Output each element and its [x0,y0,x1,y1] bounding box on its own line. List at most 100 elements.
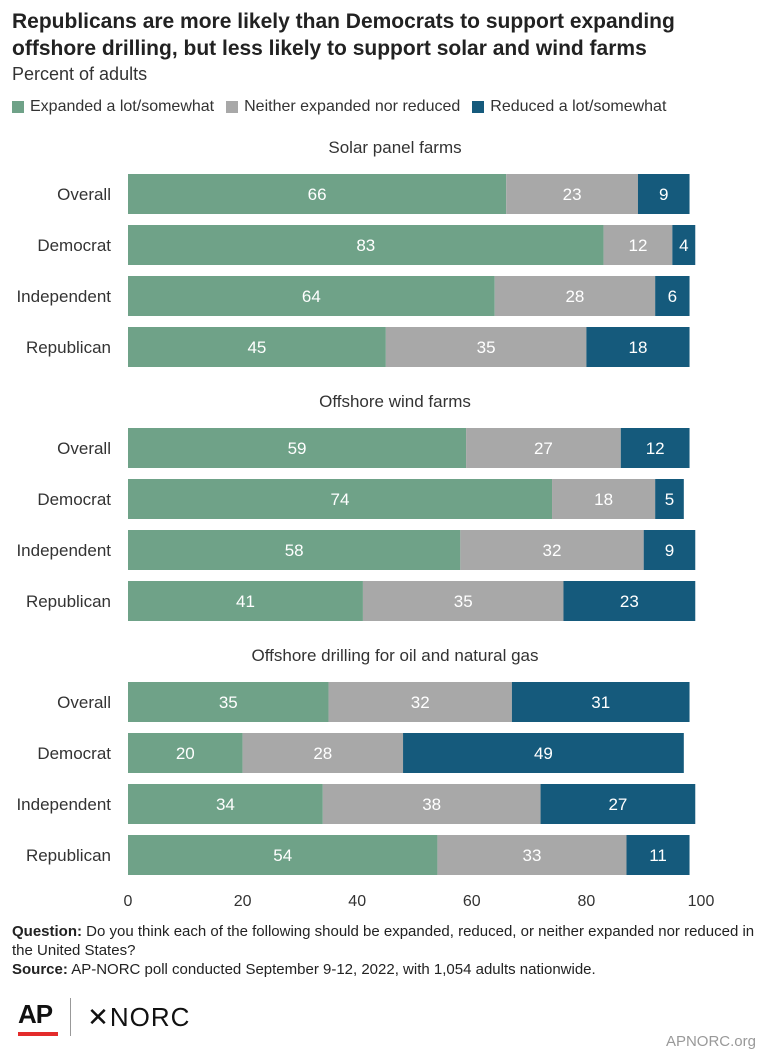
panel-title-solar-panel-farms: Solar panel farms [328,138,461,157]
legend-swatch-neither [226,101,239,113]
bar-offshore-drilling-for-oil-and-natural-gas-independent-neither-expanded-nor-reduced [322,784,541,824]
bar-value-offshore-drilling-for-oil-and-natural-gas-democrat-reduced-a-lot-somewhat: 49 [534,744,553,763]
row-label-offshore-wind-farms-overall: Overall [57,439,111,458]
bar-offshore-wind-farms-republican-expanded-a-lot-somewhat [128,581,363,621]
bar-value-offshore-drilling-for-oil-and-natural-gas-republican-expanded-a-lot-somewhat: 54 [273,846,292,865]
bar-value-solar-panel-farms-republican-expanded-a-lot-somewhat: 45 [247,338,266,357]
row-label-offshore-drilling-for-oil-and-natural-gas-independent: Independent [16,795,111,814]
bar-value-solar-panel-farms-overall-expanded-a-lot-somewhat: 66 [308,185,327,204]
bar-offshore-drilling-for-oil-and-natural-gas-republican-neither-expanded-nor-reduced [437,835,627,875]
bar-value-solar-panel-farms-independent-neither-expanded-nor-reduced: 28 [565,287,584,306]
bar-solar-panel-farms-republican-expanded-a-lot-somewhat [128,327,386,367]
bar-value-offshore-drilling-for-oil-and-natural-gas-overall-reduced-a-lot-somewhat: 31 [591,693,610,712]
bar-value-offshore-drilling-for-oil-and-natural-gas-republican-neither-expanded-nor-reduced: 33 [523,846,542,865]
logos: AP ✕NORC [18,998,190,1036]
bar-value-offshore-wind-farms-democrat-reduced-a-lot-somewhat: 5 [665,490,674,509]
row-label-solar-panel-farms-independent: Independent [16,287,111,306]
chart-notes: Question: Do you think each of the follo… [12,922,756,979]
norc-logo: ✕NORC [87,1001,191,1032]
bar-value-offshore-wind-farms-independent-neither-expanded-nor-reduced: 32 [543,541,562,560]
bar-offshore-wind-farms-democrat-neither-expanded-nor-reduced [552,479,656,519]
bar-value-solar-panel-farms-republican-neither-expanded-nor-reduced: 35 [477,338,496,357]
bar-solar-panel-farms-democrat-expanded-a-lot-somewhat [128,225,604,265]
source-label: Source: [12,961,68,978]
bar-value-offshore-drilling-for-oil-and-natural-gas-overall-expanded-a-lot-somewhat: 35 [219,693,238,712]
bar-value-offshore-drilling-for-oil-and-natural-gas-independent-neither-expanded-nor-reduced: 38 [422,795,441,814]
x-tick-label-100: 100 [688,893,715,910]
bar-value-offshore-drilling-for-oil-and-natural-gas-democrat-neither-expanded-nor-reduced: 28 [313,744,332,763]
bar-offshore-drilling-for-oil-and-natural-gas-democrat-reduced-a-lot-somewhat [403,733,684,773]
bar-offshore-wind-farms-independent-expanded-a-lot-somewhat [128,530,461,570]
source-note: Source: AP-NORC poll conducted September… [12,960,756,979]
bar-value-solar-panel-farms-republican-reduced-a-lot-somewhat: 18 [629,338,648,357]
bar-offshore-wind-farms-democrat-reduced-a-lot-somewhat [655,479,684,519]
bar-offshore-wind-farms-overall-neither-expanded-nor-reduced [466,428,621,468]
bar-value-offshore-wind-farms-republican-neither-expanded-nor-reduced: 35 [454,592,473,611]
bar-value-offshore-wind-farms-overall-reduced-a-lot-somewhat: 12 [646,439,665,458]
bar-offshore-drilling-for-oil-and-natural-gas-overall-expanded-a-lot-somewhat [128,682,329,722]
ap-logo-text: AP [18,998,53,1029]
row-label-offshore-wind-farms-independent: Independent [16,541,111,560]
panel-title-offshore-drilling-for-oil-and-natural-gas: Offshore drilling for oil and natural ga… [252,646,539,665]
question-note: Question: Do you think each of the follo… [12,922,756,960]
bar-offshore-wind-farms-independent-neither-expanded-nor-reduced [460,530,644,570]
bar-value-offshore-wind-farms-overall-expanded-a-lot-somewhat: 59 [288,439,307,458]
bar-offshore-wind-farms-republican-reduced-a-lot-somewhat [563,581,696,621]
ap-logo-underline [18,1031,58,1036]
bar-solar-panel-farms-overall-expanded-a-lot-somewhat [128,174,507,214]
site-credit: APNORC.org [665,1033,756,1050]
bar-offshore-drilling-for-oil-and-natural-gas-overall-reduced-a-lot-somewhat [511,682,690,722]
x-tick-label-40: 40 [348,893,366,910]
bar-offshore-drilling-for-oil-and-natural-gas-democrat-neither-expanded-nor-reduced [242,733,404,773]
bar-value-offshore-drilling-for-oil-and-natural-gas-democrat-expanded-a-lot-somewhat: 20 [176,744,195,763]
bar-value-offshore-wind-farms-overall-neither-expanded-nor-reduced: 27 [534,439,553,458]
stacked-bar-chart: Solar panel farms Overall 66 23 9 Democrat 83 1… [16,138,715,910]
bar-value-offshore-drilling-for-oil-and-natural-gas-independent-expanded-a-lot-somewhat: 34 [216,795,235,814]
bar-solar-panel-farms-overall-reduced-a-lot-somewhat [637,174,690,214]
bar-value-offshore-drilling-for-oil-and-natural-gas-republican-reduced-a-lot-somewhat: 11 [649,846,667,865]
x-tick-label-0: 0 [124,893,133,910]
bar-value-solar-panel-farms-democrat-neither-expanded-nor-reduced: 12 [629,236,648,255]
bar-offshore-drilling-for-oil-and-natural-gas-independent-expanded-a-lot-somewhat [128,784,323,824]
bar-value-solar-panel-farms-democrat-expanded-a-lot-somewhat: 83 [356,236,375,255]
bar-offshore-drilling-for-oil-and-natural-gas-republican-reduced-a-lot-somewhat [626,835,690,875]
bar-solar-panel-farms-democrat-reduced-a-lot-somewhat [672,225,696,265]
bar-value-offshore-wind-farms-independent-reduced-a-lot-somewhat: 9 [665,541,674,560]
bar-offshore-wind-farms-independent-reduced-a-lot-somewhat [643,530,696,570]
bar-value-solar-panel-farms-overall-neither-expanded-nor-reduced: 23 [563,185,582,204]
bar-solar-panel-farms-democrat-neither-expanded-nor-reduced [603,225,673,265]
bar-solar-panel-farms-republican-reduced-a-lot-somewhat [586,327,690,367]
legend-item-neither: Neither expanded nor reduced [226,98,460,116]
bar-value-offshore-drilling-for-oil-and-natural-gas-independent-reduced-a-lot-somewhat: 27 [608,795,627,814]
bar-solar-panel-farms-independent-reduced-a-lot-somewhat [655,276,690,316]
bar-offshore-drilling-for-oil-and-natural-gas-democrat-expanded-a-lot-somewhat [128,733,243,773]
bar-value-solar-panel-farms-overall-reduced-a-lot-somewhat: 9 [659,185,668,204]
bar-value-offshore-wind-farms-republican-reduced-a-lot-somewhat: 23 [620,592,639,611]
bar-offshore-wind-farms-democrat-expanded-a-lot-somewhat [128,479,553,519]
bar-offshore-wind-farms-overall-reduced-a-lot-somewhat [620,428,690,468]
bar-solar-panel-farms-independent-expanded-a-lot-somewhat [128,276,495,316]
x-tick-label-60: 60 [463,893,481,910]
row-label-offshore-wind-farms-republican: Republican [26,592,111,611]
legend-label-neither: Neither expanded nor reduced [244,98,461,115]
bar-solar-panel-farms-republican-neither-expanded-nor-reduced [385,327,587,367]
row-label-solar-panel-farms-overall: Overall [57,185,111,204]
bar-value-solar-panel-farms-democrat-reduced-a-lot-somewhat: 4 [679,236,688,255]
legend-label-reduced: Reduced a lot/somewhat [490,98,667,115]
chart-subtitle: Percent of adults [12,64,148,84]
bar-value-offshore-wind-farms-independent-expanded-a-lot-somewhat: 58 [285,541,304,560]
bar-value-offshore-drilling-for-oil-and-natural-gas-overall-neither-expanded-nor-reduced: 32 [411,693,430,712]
legend-item-reduced: Reduced a lot/somewhat [472,98,666,116]
bar-value-solar-panel-farms-independent-reduced-a-lot-somewhat: 6 [668,287,677,306]
bar-value-offshore-wind-farms-democrat-neither-expanded-nor-reduced: 18 [594,490,613,509]
x-tick-label-80: 80 [578,893,596,910]
question-label: Question: [12,923,82,940]
bar-value-solar-panel-farms-independent-expanded-a-lot-somewhat: 64 [302,287,321,306]
bar-offshore-drilling-for-oil-and-natural-gas-independent-reduced-a-lot-somewhat [540,784,696,824]
bar-offshore-drilling-for-oil-and-natural-gas-republican-expanded-a-lot-somewhat [128,835,438,875]
legend-swatch-expanded [12,101,24,113]
row-label-solar-panel-farms-democrat: Democrat [37,236,111,255]
ap-logo: AP [18,998,58,1036]
legend-item-expanded: Expanded a lot/somewhat [12,98,214,116]
bar-value-offshore-wind-farms-republican-expanded-a-lot-somewhat: 41 [236,592,255,611]
